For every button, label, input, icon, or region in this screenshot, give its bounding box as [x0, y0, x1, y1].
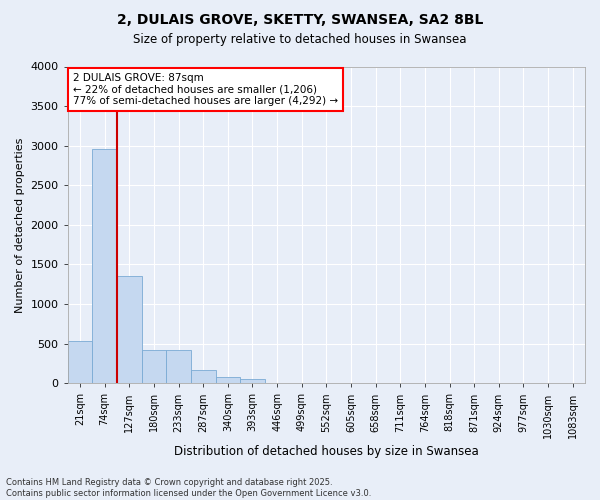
Text: 2, DULAIS GROVE, SKETTY, SWANSEA, SA2 8BL: 2, DULAIS GROVE, SKETTY, SWANSEA, SA2 8B… — [117, 12, 483, 26]
Bar — [191, 370, 215, 384]
Text: Contains HM Land Registry data © Crown copyright and database right 2025.
Contai: Contains HM Land Registry data © Crown c… — [6, 478, 371, 498]
X-axis label: Distribution of detached houses by size in Swansea: Distribution of detached houses by size … — [174, 444, 479, 458]
Bar — [117, 276, 142, 384]
Bar — [166, 350, 191, 384]
Bar — [215, 376, 240, 384]
Bar — [240, 379, 265, 384]
Text: 2 DULAIS GROVE: 87sqm
← 22% of detached houses are smaller (1,206)
77% of semi-d: 2 DULAIS GROVE: 87sqm ← 22% of detached … — [73, 73, 338, 106]
Bar — [142, 350, 166, 384]
Bar — [68, 342, 92, 384]
Bar — [92, 149, 117, 384]
Text: Size of property relative to detached houses in Swansea: Size of property relative to detached ho… — [133, 32, 467, 46]
Y-axis label: Number of detached properties: Number of detached properties — [15, 137, 25, 312]
